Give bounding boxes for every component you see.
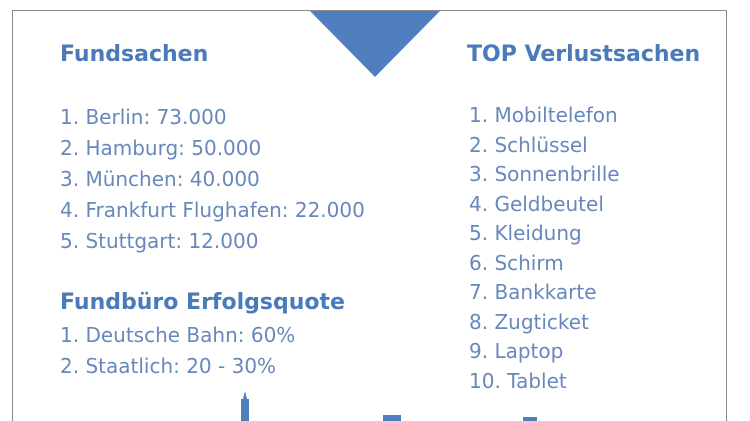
list-item: 2. Staatlich: 20 - 30% — [60, 354, 277, 378]
fundsachen-heading: Fundsachen — [60, 42, 209, 67]
list-item: 10. Tablet — [469, 368, 567, 393]
list-item: 7. Bankkarte — [469, 280, 597, 304]
list-item: 1. Mobiltelefon — [469, 103, 618, 127]
skyline-strip — [13, 391, 726, 421]
list-item: 2. Hamburg: 50.000 — [60, 136, 262, 160]
erfolgsquote-list: 1. Deutsche Bahn: 60% 2. Staatlich: 20 -… — [60, 320, 295, 382]
building-icon — [383, 415, 401, 421]
list-item: 1. Deutsche Bahn: 60% — [60, 323, 296, 347]
verlustsachen-list: 1. Mobiltelefon 2. Schlüssel 3. Sonnenbr… — [469, 101, 620, 396]
list-item: 8. Zugticket — [469, 309, 589, 334]
list-item: 4. Geldbeutel — [469, 191, 604, 216]
list-item: 2. Schlüssel — [469, 132, 588, 157]
list-item: 3. Sonnenbrille — [469, 162, 620, 186]
list-item: 1. Berlin: 73.000 — [60, 105, 227, 129]
list-item: 5. Kleidung — [469, 221, 582, 245]
list-item: 4. Frankfurt Flughafen: 22.000 — [60, 198, 365, 222]
infographic-panel: Fundsachen 1. Berlin: 73.000 2. Hamburg:… — [12, 10, 727, 421]
fundsachen-list: 1. Berlin: 73.000 2. Hamburg: 50.000 3. … — [60, 102, 365, 257]
tower-spire-icon — [241, 391, 249, 421]
erfolgsquote-heading: Fundbüro Erfolgsquote — [60, 290, 345, 315]
list-item: 3. München: 40.000 — [60, 167, 260, 191]
list-item: 6. Schirm — [469, 250, 564, 275]
list-item: 5. Stuttgart: 12.000 — [60, 229, 259, 253]
down-triangle-icon — [310, 11, 440, 77]
list-item: 9. Laptop — [469, 339, 564, 363]
verlustsachen-heading: TOP Verlustsachen — [467, 42, 701, 67]
building-icon — [523, 417, 537, 421]
